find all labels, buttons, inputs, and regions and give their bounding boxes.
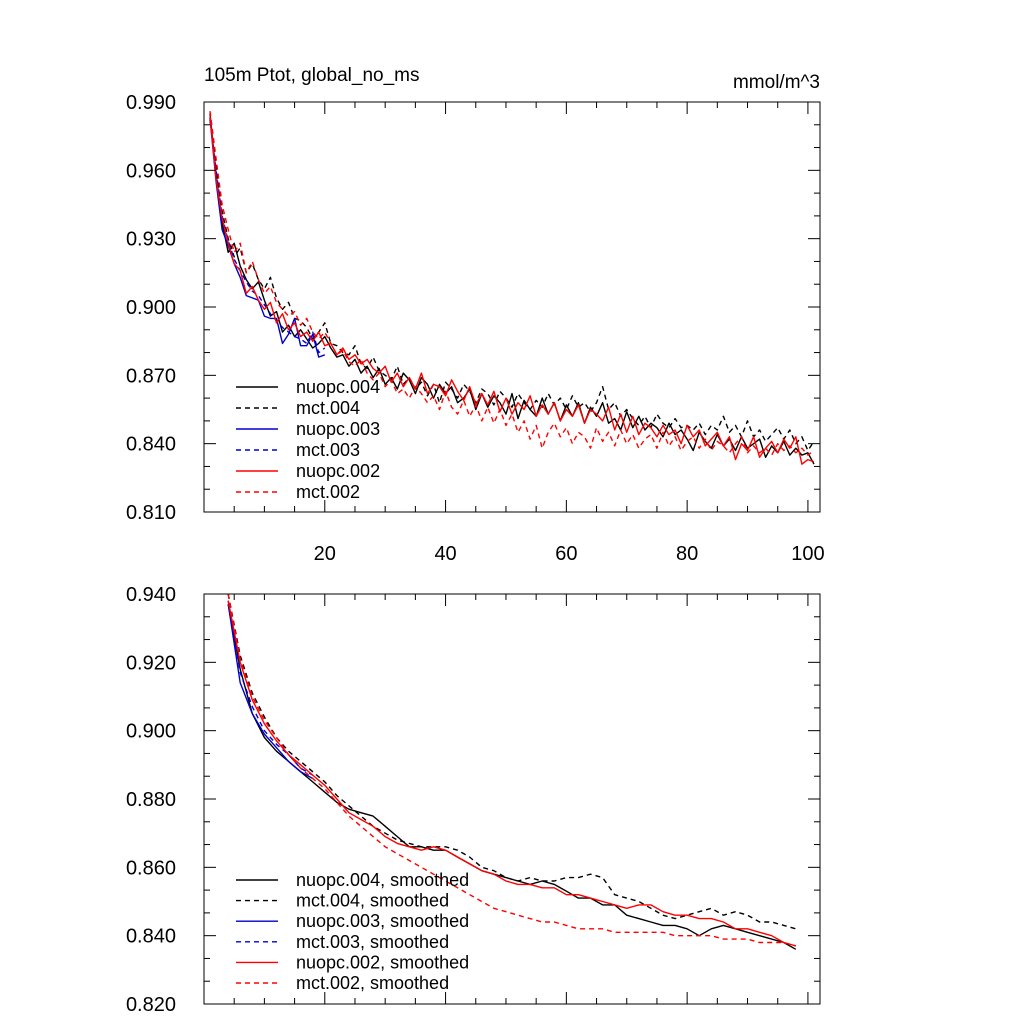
- legend-label: nuopc.004: [296, 377, 380, 397]
- y-tick-label: 0.860: [126, 857, 176, 879]
- series-line-nuopc-004: [209, 113, 815, 465]
- top-panel: 0.810 0.840 0.870 0.900 0.930 0.960 0.990 20 40 6…: [126, 92, 825, 565]
- y-tick-label: 0.840: [126, 434, 176, 456]
- legend-label: mct.002: [296, 482, 360, 502]
- legend-label: mct.004: [296, 398, 360, 418]
- series-line-mct-004: [209, 120, 815, 452]
- series-line-mct-003: [209, 117, 326, 354]
- y-tick-label: 0.920: [126, 652, 176, 674]
- y-tick-label: 0.960: [126, 160, 176, 182]
- series-line-mct-002-smoothed: [227, 593, 796, 947]
- y-tick-label: 0.810: [126, 502, 176, 524]
- bottom-panel: 0.820 0.840 0.860 0.880 0.900 0.920 0.940 nuop…: [126, 584, 821, 1016]
- series-line-mct-004-smoothed: [227, 593, 796, 930]
- y-tick-label: 0.900: [126, 721, 176, 743]
- legend-label: nuopc.002, smoothed: [296, 952, 469, 972]
- top-legend: nuopc.004mct.004nuopc.003mct.003nuopc.00…: [236, 377, 380, 502]
- series-line-mct-003-smoothed: [227, 600, 314, 776]
- y-tick-label: 0.900: [126, 297, 176, 319]
- x-tick-label: 100: [791, 543, 824, 565]
- series-line-nuopc-002: [209, 115, 815, 465]
- y-tick-label: 0.940: [126, 584, 176, 606]
- legend-label: nuopc.002: [296, 461, 380, 481]
- series-line-nuopc-003-smoothed: [227, 604, 314, 780]
- series-line-mct-002: [209, 111, 815, 456]
- x-tick-label: 20: [314, 543, 336, 565]
- y-tick-label: 0.880: [126, 789, 176, 811]
- series-line-nuopc-002-smoothed: [227, 600, 796, 947]
- x-tick-label: 80: [676, 543, 698, 565]
- y-tick-label: 0.870: [126, 365, 176, 387]
- legend-label: nuopc.003, smoothed: [296, 911, 469, 931]
- legend-label: mct.002, smoothed: [296, 973, 449, 993]
- legend-label: mct.003: [296, 440, 360, 460]
- chart-title: 105m Ptot, global_no_ms: [204, 65, 419, 86]
- x-tick-label: 60: [555, 543, 577, 565]
- legend-label: mct.004, smoothed: [296, 891, 449, 911]
- y-tick-label: 0.820: [126, 994, 176, 1016]
- y-tick-label: 0.990: [126, 92, 176, 114]
- legend-label: nuopc.004, smoothed: [296, 870, 469, 890]
- x-tick-label: 40: [434, 543, 456, 565]
- legend-label: mct.003, smoothed: [296, 932, 449, 952]
- y-tick-label: 0.840: [126, 926, 176, 948]
- units-label: mmol/m^3: [733, 72, 820, 93]
- y-tick-label: 0.930: [126, 229, 176, 251]
- legend-label: nuopc.003: [296, 419, 380, 439]
